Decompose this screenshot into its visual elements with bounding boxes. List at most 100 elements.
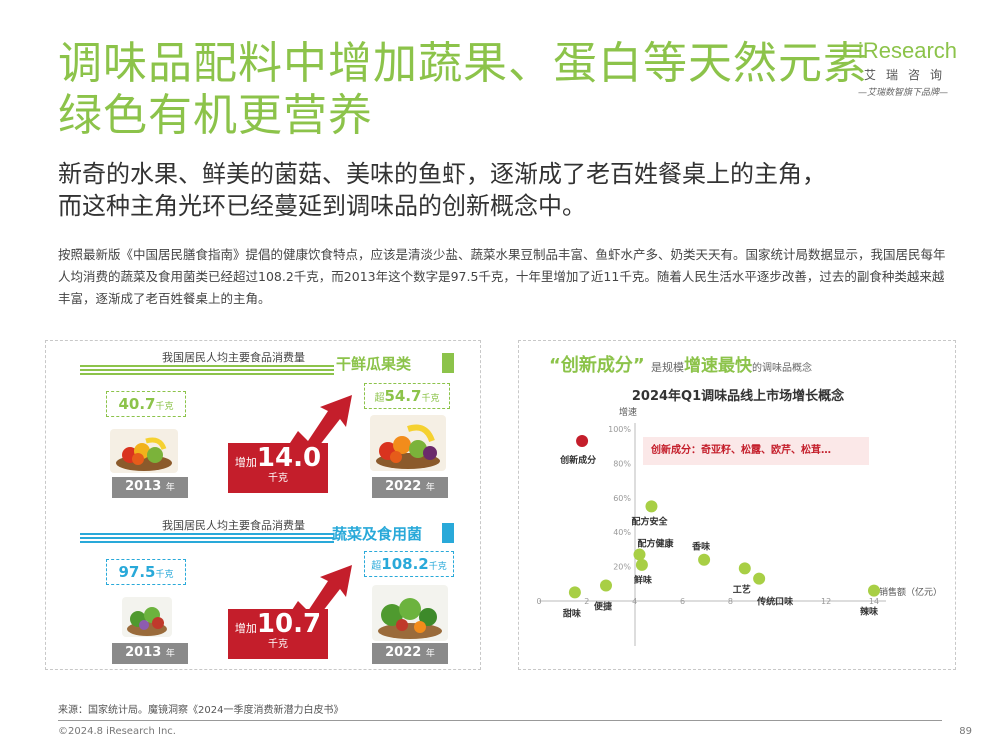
x-tick-label: 14 — [869, 597, 879, 606]
headline-emphasis: 增速最快 — [683, 356, 752, 376]
year-label-2022-2: 2022 年 — [372, 643, 448, 664]
y-tick-label: 20% — [613, 563, 631, 572]
increase-box-1: 增加14.0 千克 — [228, 443, 328, 493]
value-prefix: 超 — [371, 561, 382, 572]
y-tick-label: 80% — [613, 459, 631, 468]
x-tick-label: 6 — [680, 597, 685, 606]
year-label-2013-2: 2013 年 — [112, 643, 188, 664]
value-unit: 千克 — [155, 570, 174, 580]
x-tick-label: 4 — [632, 597, 637, 606]
point-label: 配方安全 — [631, 515, 668, 527]
x-axis-label: 销售额（亿元） — [879, 586, 942, 598]
iresearch-logo: iResearch 艾瑞咨询 —艾瑞数智旗下品牌— — [858, 38, 978, 104]
data-point — [600, 579, 612, 592]
category-marker-2 — [442, 523, 454, 543]
footer-divider — [58, 720, 942, 721]
increase-prefix: 增加 — [234, 456, 257, 469]
vegetable-basket-image-2013 — [122, 597, 172, 637]
data-point — [633, 548, 646, 561]
consumption-panel: 我国居民人均主要食品消费量 干鲜瓜果类 40.7千克 2013 年 增加14.0… — [45, 340, 481, 670]
logo-tag: —艾瑞数智旗下品牌— — [858, 88, 949, 98]
y-tick-label: 100% — [608, 425, 631, 434]
data-point — [753, 572, 766, 585]
year-value: 2013 — [125, 645, 162, 660]
value-2022-bubble-2: 超108.2千克 — [364, 551, 454, 577]
copyright: ©2024.8 iResearch Inc. — [58, 726, 176, 737]
x-tick-label: 12 — [821, 597, 831, 606]
logo-cn: 艾瑞咨询 — [864, 68, 953, 82]
row-title-2: 我国居民人均主要食品消费量 — [162, 519, 305, 532]
data-point — [568, 586, 581, 599]
highlight-note: 创新成分：奇亚籽、松露、欧芹、松茸… — [643, 437, 869, 465]
x-tick-label: 10 — [773, 597, 783, 606]
increase-prefix: 增加 — [234, 622, 257, 635]
increase-unit: 千克 — [268, 473, 288, 484]
data-point — [738, 562, 751, 575]
point-label: 配方健康 — [638, 538, 675, 550]
value-2022-2: 108.2 — [381, 555, 429, 573]
x-tick-label: 8 — [728, 597, 733, 606]
value-prefix: 超 — [374, 393, 385, 404]
vegetable-basket-image-2022 — [372, 585, 448, 641]
row-stripe-2 — [80, 533, 334, 543]
year-suffix: 年 — [425, 649, 435, 659]
point-label: 传统口味 — [756, 596, 793, 608]
year-suffix: 年 — [425, 483, 435, 493]
y-tick-label: 60% — [613, 494, 631, 503]
year-value: 2013 — [125, 479, 162, 494]
year-suffix: 年 — [165, 649, 175, 659]
increase-value-1: 14.0 — [256, 443, 322, 473]
category-label-1: 干鲜瓜果类 — [336, 355, 412, 373]
data-point — [635, 558, 648, 571]
subtitle: 新奇的水果、鲜美的菌菇、美味的鱼虾，逐渐成了老百姓餐桌上的主角， 而这种主角光环… — [58, 158, 958, 222]
fruit-basket-image-2013 — [110, 429, 178, 473]
year-label-2013-1: 2013 年 — [112, 477, 188, 498]
body-paragraph: 按照最新版《中国居民膳食指南》提倡的健康饮食特点，应该是清淡少盐、蔬菜水果豆制品… — [58, 247, 946, 306]
year-value: 2022 — [385, 479, 422, 494]
data-point — [868, 584, 880, 597]
chart-title: 2024年Q1调味品线上市场增长概念 — [631, 389, 845, 404]
value-unit: 千克 — [421, 394, 440, 404]
increase-box-2: 增加10.7 千克 — [228, 609, 328, 659]
year-suffix: 年 — [165, 483, 175, 493]
value-2013-2: 97.5 — [118, 563, 156, 581]
subtitle-line-2: 而这种主角光环已经蔓延到调味品的创新概念中。 — [58, 192, 586, 220]
point-label: 鲜味 — [634, 574, 652, 586]
x-tick-label: 2 — [584, 597, 589, 606]
x-tick-label: 0 — [536, 597, 541, 606]
year-label-2022-1: 2022 年 — [372, 477, 448, 498]
category-label-2: 蔬菜及食用菌 — [332, 525, 423, 543]
value-unit: 千克 — [428, 562, 447, 572]
point-label: 甜味 — [563, 607, 581, 619]
increase-value-2: 10.7 — [256, 609, 322, 639]
title-line-2: 绿色有机更营养 — [58, 90, 373, 141]
source-note: 来源：国家统计局。魔镜洞察《2024一季度消费新潜力白皮书》 — [58, 705, 344, 716]
row-title-1: 我国居民人均主要食品消费量 — [162, 351, 305, 364]
value-2013-1: 40.7 — [118, 395, 156, 413]
growth-concept-panel: “创新成分” 是规模增速最快的调味品概念 2024年Q1调味品线上市场增长概念 … — [518, 340, 956, 670]
y-tick-label: 40% — [613, 528, 631, 537]
panel-headline: “创新成分” 是规模增速最快的调味品概念 — [549, 351, 929, 377]
year-value: 2022 — [385, 645, 422, 660]
logo-brand: iResearch — [858, 38, 958, 63]
value-2013-bubble-2: 97.5千克 — [106, 559, 186, 585]
headline-quote: “创新成分” — [549, 355, 645, 376]
point-label: 便捷 — [594, 601, 613, 613]
page-title: 调味品配料中增加蔬果、蛋白等天然元素 绿色有机更营养 — [58, 38, 888, 142]
headline-mid: 是规模 — [650, 361, 684, 374]
headline-end: 的调味品概念 — [751, 363, 812, 374]
title-line-1: 调味品配料中增加蔬果、蛋白等天然元素 — [58, 38, 868, 89]
value-2022-1: 54.7 — [384, 387, 422, 405]
value-2022-bubble-1: 超54.7千克 — [364, 383, 450, 409]
data-point — [698, 553, 711, 566]
row-stripe-1 — [80, 365, 334, 375]
data-point — [645, 500, 658, 513]
category-marker-1 — [442, 353, 454, 373]
value-unit: 千克 — [155, 402, 174, 412]
point-label: 工艺 — [733, 583, 751, 595]
increase-unit: 千克 — [268, 639, 288, 650]
data-point — [576, 435, 589, 448]
subtitle-line-1: 新奇的水果、鲜美的菌菇、美味的鱼虾，逐渐成了老百姓餐桌上的主角， — [58, 160, 826, 188]
point-label: 香味 — [691, 541, 710, 553]
